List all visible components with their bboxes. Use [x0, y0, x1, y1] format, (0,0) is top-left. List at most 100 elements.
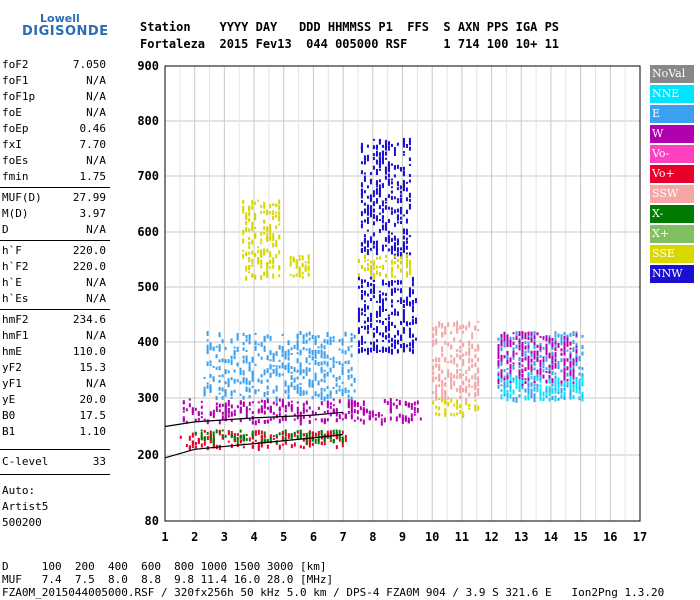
echo-point	[459, 355, 462, 360]
echo-point	[301, 262, 304, 267]
echo-point	[414, 298, 417, 302]
x-tick-label: 4	[250, 530, 257, 544]
echo-point	[242, 401, 245, 405]
echo-point	[360, 326, 363, 329]
echo-point	[384, 206, 387, 210]
echo-point	[326, 339, 329, 345]
footer-muf-line: MUF 7.4 7.5 8.0 8.8 9.8 11.4 16.0 28.0 […	[2, 573, 334, 586]
echo-point	[575, 347, 578, 350]
echo-point	[390, 186, 393, 189]
echo-point	[378, 219, 381, 222]
echo-point	[289, 260, 292, 264]
echo-point	[375, 241, 378, 247]
echo-point	[378, 299, 381, 304]
echo-point	[245, 387, 248, 392]
echo-point	[396, 209, 399, 212]
echo-point	[396, 238, 399, 242]
echo-point	[275, 402, 278, 406]
echo-cluster-nnw	[357, 346, 414, 355]
echo-point	[539, 336, 542, 339]
echo-point	[560, 388, 563, 392]
echo-point	[375, 168, 378, 173]
echo-point	[317, 346, 320, 349]
echo-point	[245, 377, 248, 382]
echo-point	[408, 262, 411, 267]
x-tick-label: 11	[455, 530, 469, 544]
echo-point	[317, 380, 320, 386]
echo-point	[566, 366, 569, 371]
echo-point	[536, 376, 539, 380]
echo-point	[503, 331, 506, 337]
echo-point	[563, 342, 566, 348]
echo-point	[530, 390, 533, 395]
echo-point	[266, 236, 269, 242]
echo-point	[248, 257, 251, 263]
echo-point	[296, 406, 299, 412]
echo-point	[408, 333, 411, 339]
echo-point	[305, 348, 308, 351]
echo-point	[332, 339, 335, 342]
echo-point	[456, 324, 459, 327]
param-row-fof1: foF1 N/A	[2, 74, 106, 90]
echo-point	[402, 348, 405, 353]
echo-point	[266, 406, 269, 410]
echo-point	[251, 221, 254, 226]
echo-point	[432, 390, 435, 394]
echo-point	[284, 436, 287, 442]
echo-point	[317, 437, 320, 440]
param-name: h`Es	[2, 292, 29, 305]
echo-point	[393, 261, 396, 265]
echo-point	[557, 397, 560, 401]
echo-point	[468, 347, 471, 352]
echo-point	[384, 139, 387, 142]
echo-point	[384, 327, 387, 333]
echo-point	[542, 392, 545, 397]
echo-point	[263, 271, 266, 276]
echo-point	[278, 398, 281, 402]
echo-point	[396, 247, 399, 253]
echo-point	[239, 429, 242, 433]
echo-point	[239, 381, 242, 385]
echo-point	[254, 363, 257, 366]
echo-point	[221, 387, 224, 392]
echo-point	[527, 380, 530, 384]
echo-point	[230, 404, 233, 409]
echo-point	[212, 413, 215, 419]
x-tick-label: 2	[191, 530, 198, 544]
y-tick-label: 400	[137, 335, 159, 349]
echo-point	[435, 330, 438, 336]
echo-point	[509, 382, 512, 386]
echo-point	[554, 378, 557, 384]
echo-point	[209, 373, 212, 378]
echo-point	[347, 374, 350, 380]
echo-point	[372, 347, 375, 352]
echo-point	[503, 393, 506, 397]
echo-point	[399, 288, 402, 294]
echo-point	[242, 249, 245, 252]
echo-point	[191, 444, 194, 449]
echo-point	[206, 344, 209, 350]
echo-point	[441, 352, 444, 357]
echo-point	[474, 404, 477, 408]
echo-point	[468, 358, 471, 364]
echo-point	[539, 361, 542, 366]
echo-point	[411, 319, 414, 324]
echo-point	[260, 259, 263, 264]
echo-point	[447, 342, 450, 347]
echo-point	[407, 402, 410, 406]
echo-point	[393, 275, 396, 278]
echo-point	[384, 205, 387, 208]
echo-point	[344, 360, 347, 364]
echo-point	[381, 219, 384, 224]
echo-point	[578, 390, 581, 394]
echo-point	[411, 341, 414, 347]
echo-point	[575, 382, 578, 388]
echo-point	[575, 353, 578, 359]
echo-point	[405, 321, 408, 326]
echo-point	[224, 390, 227, 394]
echo-point	[347, 346, 350, 352]
echo-point	[329, 336, 332, 342]
echo-point	[551, 366, 554, 370]
echo-point	[353, 389, 356, 393]
echo-cluster-sse	[289, 254, 310, 279]
